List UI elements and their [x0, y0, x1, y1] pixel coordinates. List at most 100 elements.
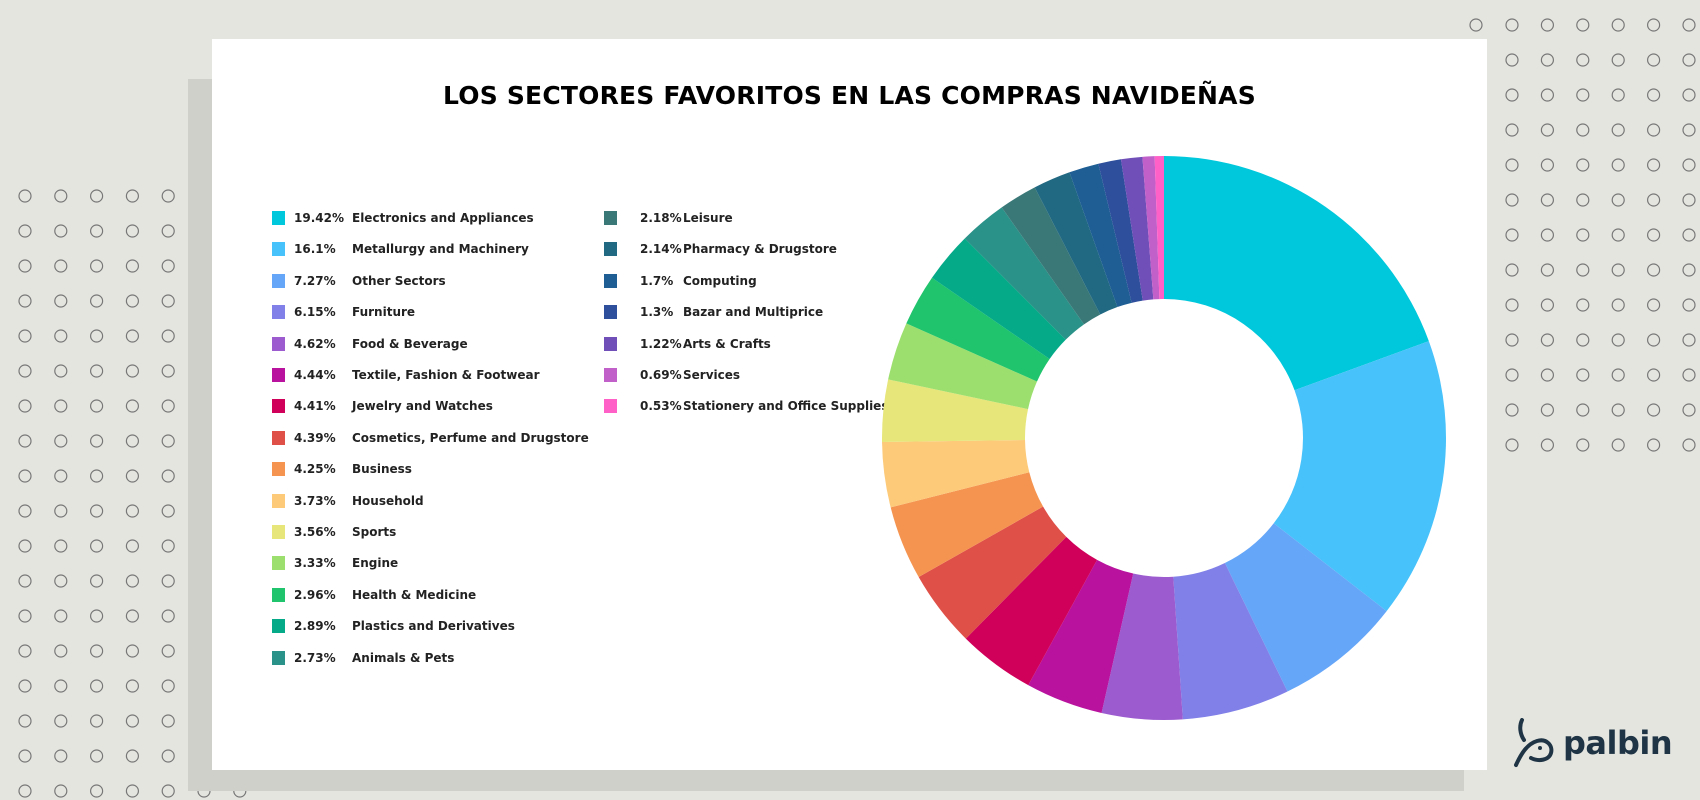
decor-dot — [18, 469, 32, 483]
legend-percent: 4.39% — [294, 430, 336, 445]
logo-text: palbin — [1563, 724, 1673, 762]
decor-dot — [1540, 298, 1555, 312]
decor-dot — [1611, 53, 1625, 67]
legend-label: Arts & Crafts — [683, 336, 771, 351]
legend-label: Household — [352, 493, 424, 508]
decor-dot — [1611, 88, 1625, 102]
decor-dot — [1682, 438, 1696, 452]
decor-dot — [54, 784, 68, 798]
legend-swatch — [272, 242, 285, 257]
legend-percent: 4.41% — [294, 399, 336, 414]
legend-item: 4.62% Food & Beverage — [272, 334, 602, 354]
decor-dot — [1611, 263, 1625, 277]
legend-percent: 4.25% — [294, 462, 336, 477]
legend-percent: 7.27% — [294, 273, 336, 288]
legend-percent: 0.69% — [640, 368, 682, 382]
donut-slice — [1001, 187, 1101, 325]
decor-dot — [54, 714, 68, 728]
decor-dot — [1646, 193, 1661, 207]
decor-dot — [1611, 193, 1625, 207]
decor-dot — [161, 714, 175, 728]
decor-dot — [1646, 88, 1661, 102]
decor-dot — [1505, 368, 1519, 382]
legend-label: Textile, Fashion & Footwear — [352, 368, 540, 382]
decor-dot — [1682, 53, 1696, 67]
decor-dot — [161, 434, 175, 448]
legend-item: 7.27% Other Sectors — [272, 271, 602, 291]
legend-swatch — [272, 368, 285, 382]
decor-dot — [18, 679, 32, 693]
decor-dot — [1540, 228, 1555, 242]
decor-dot — [125, 469, 139, 483]
decor-dot — [1611, 228, 1625, 242]
decor-dot — [1682, 18, 1696, 32]
legend-label: Business — [352, 462, 412, 477]
decor-dot — [1576, 368, 1590, 382]
decor-dot — [161, 539, 175, 553]
decor-dot — [89, 224, 104, 238]
donut-slice — [931, 238, 1066, 359]
decor-dot — [161, 329, 175, 343]
decor-dot — [18, 434, 32, 448]
legend-swatch — [272, 462, 285, 477]
legend-swatch — [272, 493, 285, 508]
decor-dot — [1611, 123, 1625, 137]
decor-dot — [1576, 123, 1590, 137]
decor-dot — [125, 189, 139, 203]
decor-dot — [18, 224, 32, 238]
decor-dot — [1505, 53, 1519, 67]
decor-dot — [18, 504, 32, 518]
donut-slice — [1120, 156, 1154, 301]
decor-dot — [1540, 193, 1555, 207]
legend-label: Health & Medicine — [352, 587, 477, 602]
palbin-logo: palbin — [1513, 718, 1673, 768]
decor-dot — [18, 749, 32, 763]
decor-dot — [1611, 18, 1625, 32]
legend-percent: 1.3% — [640, 305, 674, 320]
legend-label: Computing — [683, 273, 757, 288]
decor-dot — [18, 364, 32, 378]
legend-label: Food & Beverage — [352, 336, 468, 351]
donut-slice — [1173, 562, 1288, 720]
decor-dot — [18, 714, 32, 728]
decor-dot — [89, 784, 104, 798]
decor-dot — [89, 539, 104, 553]
legend-percent: 3.73% — [294, 493, 336, 508]
decor-dot — [125, 574, 139, 588]
legend-item: 6.15% Furniture — [272, 302, 602, 322]
decor-dot — [125, 399, 139, 413]
decor-dot — [1682, 228, 1696, 242]
legend-label: Electronics and Appliances — [352, 211, 534, 225]
legend-percent: 19.42% — [294, 211, 344, 225]
legend-label: Metallurgy and Machinery — [352, 242, 529, 257]
decor-dot — [1576, 333, 1590, 347]
decor-dot — [89, 259, 104, 273]
decor-dot — [1576, 228, 1590, 242]
decor-dot — [1682, 333, 1696, 347]
legend-swatch — [272, 650, 285, 665]
decor-dot — [161, 399, 175, 413]
legend-label: Cosmetics, Perfume and Drugstore — [352, 430, 589, 445]
decor-dot — [54, 749, 68, 763]
fish-logo-icon — [1514, 718, 1554, 767]
decor-dot — [161, 679, 175, 693]
decor-dot — [54, 644, 68, 658]
decor-dot — [161, 644, 175, 658]
decor-dot — [1505, 333, 1519, 347]
legend-percent: 1.22% — [640, 336, 682, 351]
decor-dot — [18, 294, 32, 308]
decor-dot — [1469, 18, 1483, 32]
legend-percent: 16.1% — [294, 242, 336, 257]
decor-dot — [1540, 438, 1555, 452]
decor-dot — [161, 189, 175, 203]
donut-slice — [890, 472, 1044, 578]
decor-dot — [161, 294, 175, 308]
legend-label: Jewelry and Watches — [352, 399, 493, 414]
donut-slice — [1028, 559, 1134, 713]
decor-dot — [89, 399, 104, 413]
decor-dot — [1682, 403, 1696, 417]
legend-item: 2.89% Plastics and Derivatives — [272, 616, 602, 636]
legend-swatch — [272, 305, 285, 320]
legend-swatch — [604, 273, 617, 288]
